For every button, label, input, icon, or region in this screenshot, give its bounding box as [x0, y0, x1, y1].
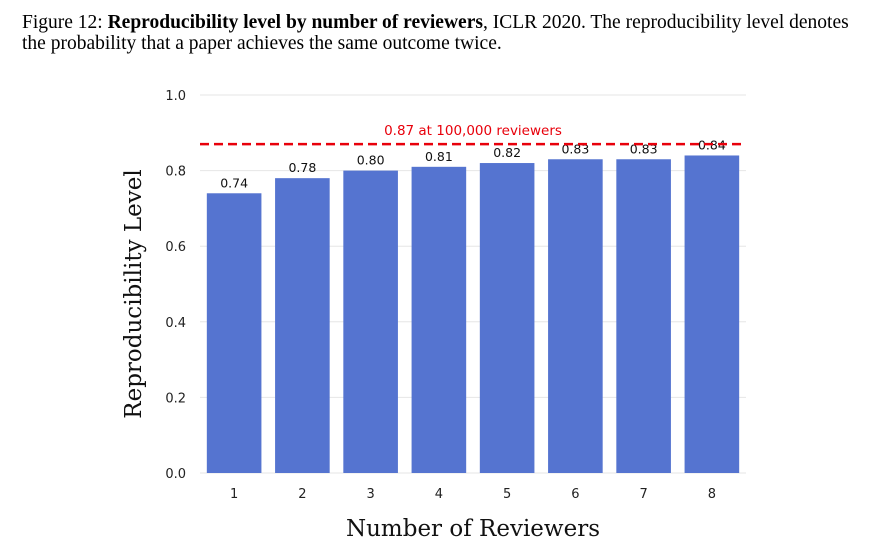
- bar-value-label: 0.82: [493, 145, 521, 160]
- x-tick-label: 5: [503, 487, 511, 502]
- bar-value-label: 0.80: [357, 153, 385, 168]
- x-axis-title: Number of Reviewers: [346, 516, 600, 542]
- caption-title: Reproducibility level by number of revie…: [107, 12, 483, 33]
- x-tick-label: 7: [639, 487, 647, 502]
- y-axis-title: Reproducibility Level: [121, 169, 147, 418]
- y-tick-label: 0.0: [165, 467, 186, 482]
- y-tick-label: 0.4: [165, 316, 186, 331]
- bar: [616, 159, 671, 473]
- y-tick-label: 0.2: [165, 391, 186, 406]
- bar: [548, 159, 603, 473]
- x-tick-label: 1: [230, 487, 238, 502]
- bar-value-label: 0.78: [288, 160, 316, 175]
- bar: [684, 155, 740, 474]
- bar-value-label: 0.81: [425, 149, 453, 164]
- bar: [275, 178, 330, 473]
- reference-line-group: 0.87 at 100,000 reviewers: [200, 123, 746, 146]
- bar: [411, 166, 467, 473]
- bar-value-label: 0.74: [220, 175, 248, 190]
- bar: [343, 170, 398, 473]
- y-tick-label: 0.8: [165, 165, 186, 180]
- x-tick-label: 8: [708, 487, 716, 502]
- reference-line-label: 0.87 at 100,000 reviewers: [384, 123, 562, 139]
- x-tick-labels: 1 2 3 4 5 6 7 8: [230, 487, 716, 502]
- x-tick-label: 3: [366, 487, 374, 502]
- caption-text: , ICLR 2020. The reproducibility level d…: [22, 12, 849, 54]
- bars: [206, 155, 740, 474]
- caption-prefix: Figure 12:: [22, 12, 108, 33]
- bar: [479, 163, 535, 474]
- y-tick-labels: 0.0 0.2 0.4 0.6 0.8 1.0: [165, 89, 186, 482]
- x-tick-label: 4: [435, 487, 443, 502]
- bar: [206, 193, 262, 473]
- figure-caption: Figure 12: Reproducibility level by numb…: [22, 12, 862, 54]
- y-tick-label: 1.0: [165, 89, 186, 104]
- x-tick-label: 2: [298, 487, 306, 502]
- y-tick-label: 0.6: [165, 240, 186, 255]
- x-tick-label: 6: [571, 487, 579, 502]
